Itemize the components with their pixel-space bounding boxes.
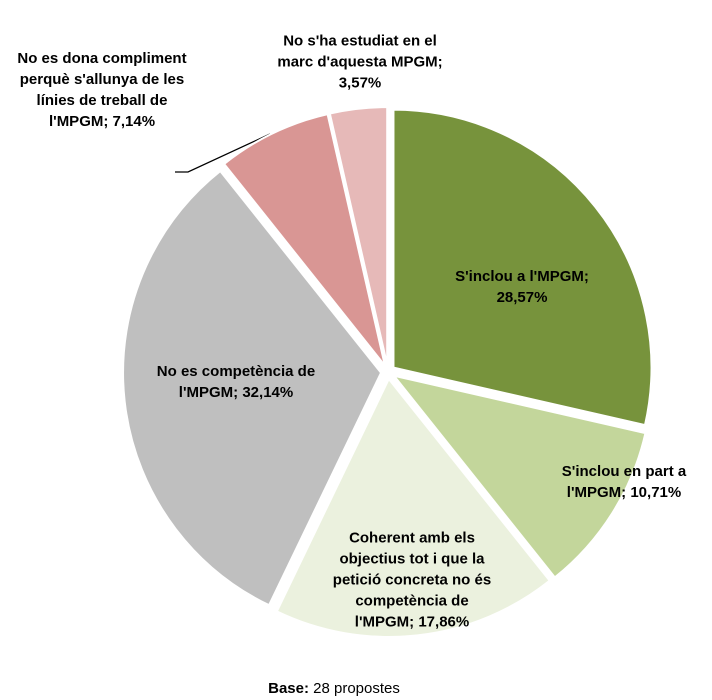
data-label: S'inclou en part a l'MPGM; 10,71% bbox=[561, 463, 687, 501]
pie-slice bbox=[222, 112, 386, 367]
data-label: No s'ha estudiat en el marc d'aquesta MP… bbox=[277, 32, 443, 92]
footer-label: Base: bbox=[268, 680, 309, 697]
pie-slice bbox=[391, 374, 647, 579]
pie-slice bbox=[275, 377, 552, 638]
footer-text: 28 propostes bbox=[313, 680, 400, 697]
data-label: S'inclou a l'MPGM; 28,57% bbox=[455, 268, 589, 306]
pie-slice bbox=[328, 106, 389, 366]
pie-slice bbox=[392, 108, 653, 427]
leader-line bbox=[175, 133, 271, 173]
data-label: No es dona compliment perquè s'allunya d… bbox=[17, 50, 187, 130]
footer: Base: 28 propostes bbox=[0, 680, 690, 697]
data-label: No es competència de l'MPGM; 32,14% bbox=[156, 363, 316, 401]
pie-slice bbox=[122, 169, 383, 607]
data-label: Coherent amb els objectius tot i que la … bbox=[332, 529, 492, 631]
